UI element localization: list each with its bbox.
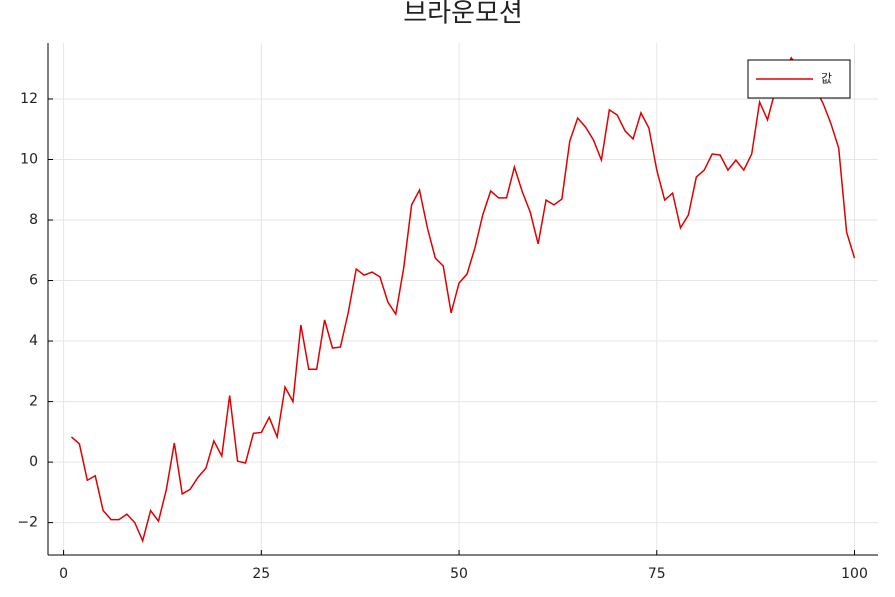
x-tick-label: 50 — [450, 566, 468, 582]
y-tick-label: 6 — [29, 273, 38, 289]
y-tick-label: −2 — [17, 515, 38, 531]
legend-label: 값 — [821, 72, 832, 86]
y-tick-label: 12 — [20, 91, 38, 107]
data-line — [70, 56, 856, 544]
y-tick-label: 2 — [29, 394, 38, 410]
chart-title: 브라운모션 — [403, 0, 523, 29]
x-tick-label: 0 — [59, 566, 68, 582]
x-tick-label: 75 — [648, 566, 666, 582]
y-tick-label: 0 — [29, 454, 38, 470]
x-tick-label: 25 — [252, 566, 270, 582]
y-tick-label: 8 — [29, 212, 38, 228]
x-tick-label: 100 — [841, 566, 868, 582]
y-tick-label: 4 — [29, 333, 38, 349]
y-tick-label: 10 — [20, 152, 38, 168]
